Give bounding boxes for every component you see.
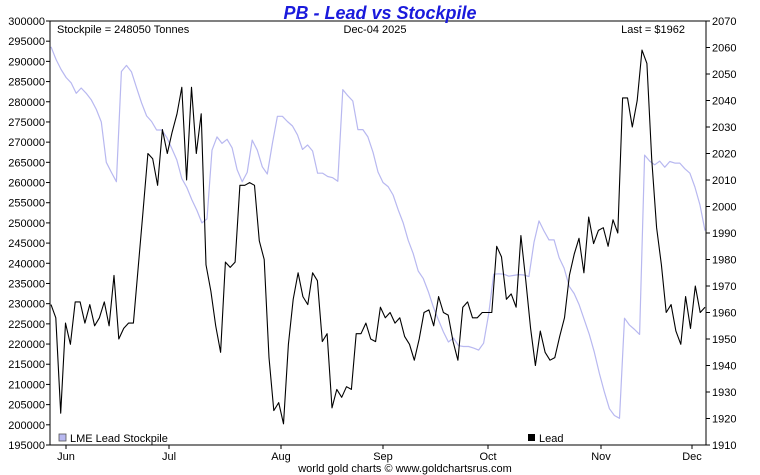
- left-tick-label: 265000: [8, 157, 45, 169]
- left-tick-label: 225000: [8, 319, 45, 331]
- left-tick-label: 280000: [8, 97, 45, 109]
- right-tick-label: 2040: [712, 96, 736, 108]
- right-tick-label: 2010: [712, 175, 736, 187]
- left-tick-label: 230000: [8, 299, 45, 311]
- left-tick-label: 245000: [8, 238, 45, 250]
- right-tick-label: 2020: [712, 149, 736, 161]
- left-tick-label: 215000: [8, 359, 45, 371]
- stockpile-readout: Stockpile = 248050 Tonnes: [57, 24, 190, 36]
- lead-legend-swatch: [528, 434, 535, 441]
- text-layer: 195000 200000 205000 210000 215000 220000 2250…: [8, 3, 736, 475]
- date-readout: Dec-04 2025: [344, 24, 407, 36]
- stockpile-legend-label: LME Lead Stockpile: [70, 433, 168, 445]
- stockpile-series-line: [50, 46, 706, 419]
- x-tick-label: Jul: [162, 451, 176, 463]
- x-tick-label: Sep: [373, 451, 393, 463]
- right-tick-label: 1920: [712, 414, 736, 426]
- left-tick-label: 205000: [8, 400, 45, 412]
- series-layer: [50, 46, 706, 425]
- x-tick-label: Jun: [57, 451, 75, 463]
- left-tick-label: 255000: [8, 198, 45, 210]
- left-tick-label: 300000: [8, 16, 45, 28]
- x-tick-label: Aug: [271, 451, 291, 463]
- left-tick-label: 220000: [8, 339, 45, 351]
- x-tick-label: Nov: [591, 451, 611, 463]
- right-tick-label: 2000: [712, 202, 736, 214]
- left-tick-label: 275000: [8, 117, 45, 129]
- right-tick-label: 1940: [712, 361, 736, 373]
- right-tick-label: 2030: [712, 122, 736, 134]
- right-tick-label: 1950: [712, 334, 736, 346]
- left-tick-label: 270000: [8, 137, 45, 149]
- stockpile-legend-swatch: [58, 433, 67, 442]
- right-tick-label: 1980: [712, 255, 736, 267]
- left-tick-label: 200000: [8, 420, 45, 432]
- right-tick-label: 2050: [712, 69, 736, 81]
- footer-credit: world gold charts © www.goldchartsrus.co…: [297, 463, 512, 475]
- right-tick-label: 1910: [712, 440, 736, 452]
- axes: [46, 20, 710, 449]
- left-tick-label: 250000: [8, 218, 45, 230]
- left-tick-label: 195000: [8, 440, 45, 452]
- lead-legend-label: Lead: [539, 433, 563, 445]
- right-tick-label: 1930: [712, 387, 736, 399]
- plot-area: [49, 20, 707, 446]
- last-price-readout: Last = $1962: [621, 24, 685, 36]
- left-tick-label: 285000: [8, 77, 45, 89]
- right-tick-label: 1960: [712, 308, 736, 320]
- x-tick-label: Oct: [479, 451, 496, 463]
- left-tick-label: 210000: [8, 379, 45, 391]
- left-tick-label: 260000: [8, 178, 45, 190]
- left-tick-label: 240000: [8, 258, 45, 270]
- right-tick-label: 1990: [712, 228, 736, 240]
- right-tick-label: 2060: [712, 43, 736, 55]
- left-tick-label: 290000: [8, 56, 45, 68]
- right-tick-label: 2070: [712, 16, 736, 28]
- right-tick-label: 1970: [712, 281, 736, 293]
- left-tick-label: 235000: [8, 278, 45, 290]
- chart-title: PB - Lead vs Stockpile: [283, 3, 476, 23]
- lead-price-series-line: [50, 49, 706, 425]
- left-tick-label: 295000: [8, 36, 45, 48]
- x-tick-label: Dec: [682, 451, 702, 463]
